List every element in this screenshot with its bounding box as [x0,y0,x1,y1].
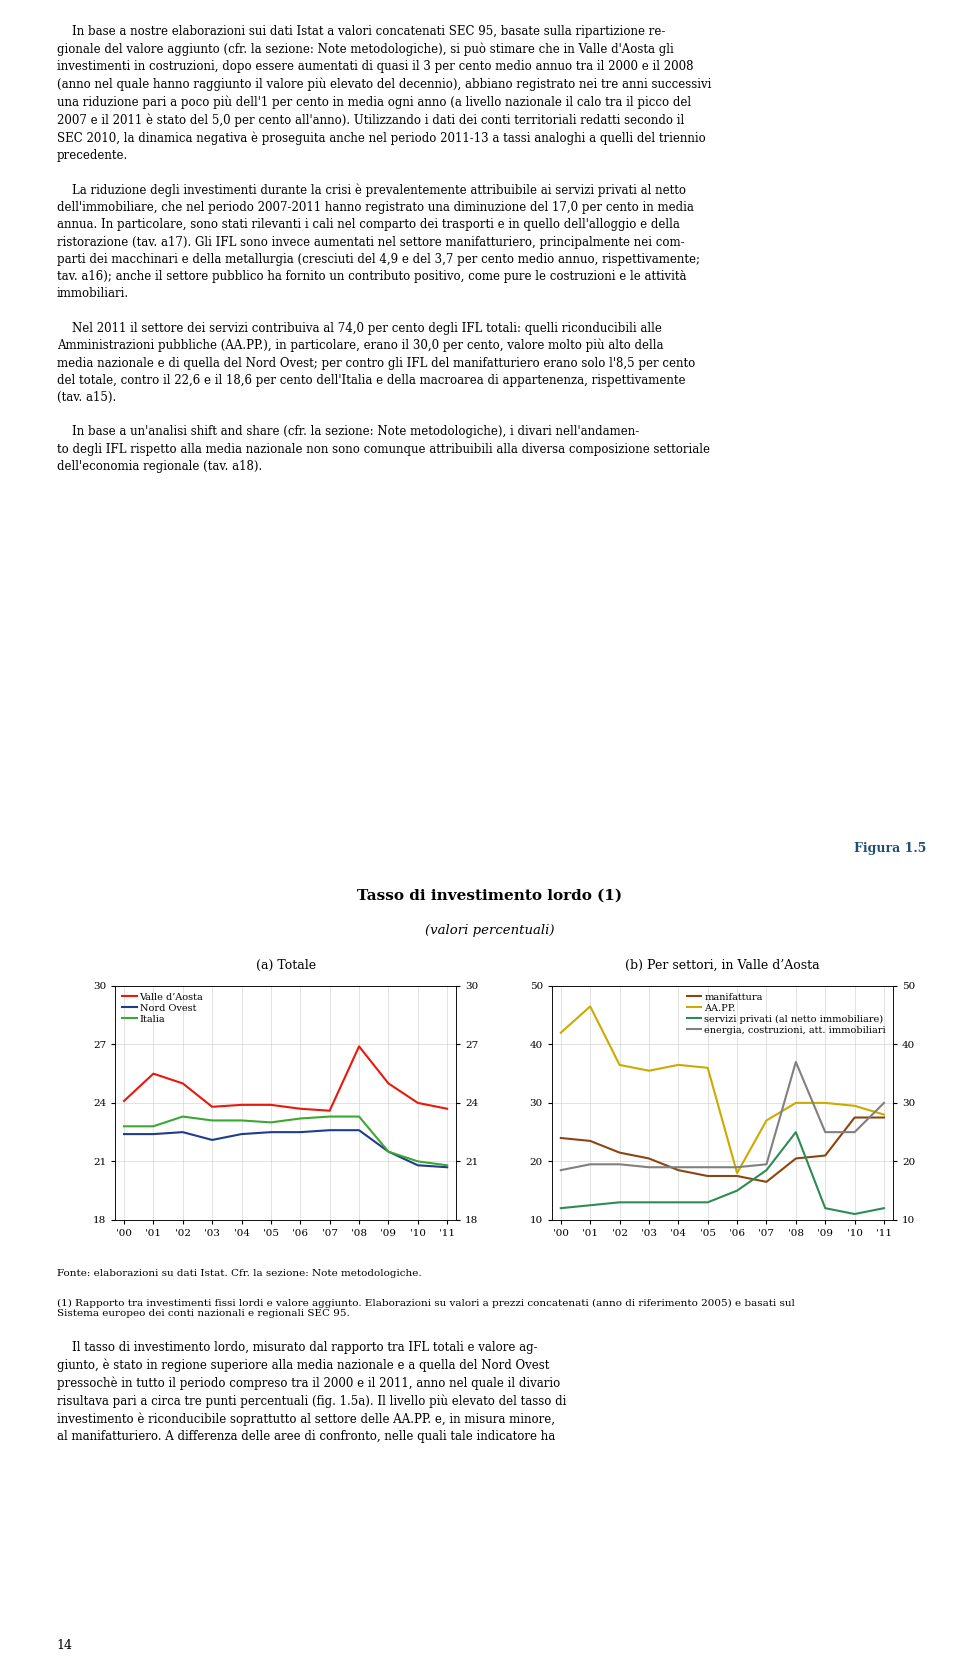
Text: Tasso di investimento lordo (1): Tasso di investimento lordo (1) [357,888,622,903]
Legend: manifattura, AA.PP., servizi privati (al netto immobiliare), energia, costruzion: manifattura, AA.PP., servizi privati (al… [684,991,888,1037]
Text: (valori percentuali): (valori percentuali) [425,925,554,938]
Text: 14: 14 [57,1639,73,1652]
Text: In base a nostre elaborazioni sui dati Istat a valori concatenati SEC 95, basate: In base a nostre elaborazioni sui dati I… [57,25,711,473]
Text: (1) Rapporto tra investimenti fissi lordi e valore aggiunto. Elaborazioni su val: (1) Rapporto tra investimenti fissi lord… [57,1299,795,1318]
Text: (a) Totale: (a) Totale [255,960,316,971]
Text: Figura 1.5: Figura 1.5 [854,843,926,856]
Legend: Valle d’Aosta, Nord Ovest, Italia: Valle d’Aosta, Nord Ovest, Italia [120,991,205,1025]
Text: Il tasso di investimento lordo, misurato dal rapporto tra IFL totali e valore ag: Il tasso di investimento lordo, misurato… [57,1341,566,1443]
Text: Fonte: elaborazioni su dati Istat. Cfr. la sezione: ​Note metodologiche.: Fonte: elaborazioni su dati Istat. Cfr. … [57,1269,421,1277]
Text: (b) Per settori, in Valle d’Aosta: (b) Per settori, in Valle d’Aosta [625,960,820,971]
